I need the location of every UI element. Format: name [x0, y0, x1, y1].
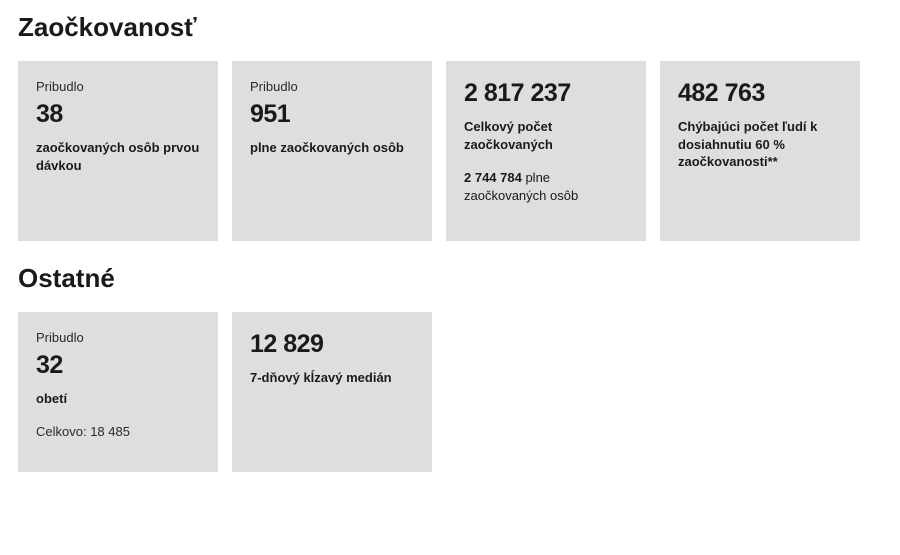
card-value: 38 [36, 100, 200, 129]
card-7day-median: 12 829 7-dňový kĺzavý medián [232, 312, 432, 472]
card-deaths: Pribudlo 32 obetí Celkovo: 18 485 [18, 312, 218, 472]
card-label: obetí [36, 390, 200, 408]
section-title-vaccination: Zaočkovanosť [18, 12, 882, 43]
card-value: 12 829 [250, 330, 414, 359]
card-label: Celkový počet zaočkovaných [464, 118, 628, 153]
vaccination-cards-row: Pribudlo 38 zaočkovaných osôb prvou dávk… [18, 61, 882, 241]
card-label: plne zaočkovaných osôb [250, 139, 414, 157]
card-value: 32 [36, 351, 200, 380]
card-remaining-to-60: 482 763 Chýbajúci počet ľudí k dosiahnut… [660, 61, 860, 241]
card-label: Chýbajúci počet ľudí k dosiahnutiu 60 % … [678, 118, 842, 171]
card-prefix: Pribudlo [250, 79, 414, 94]
card-total-prefix: Celkovo: [36, 424, 90, 439]
card-prefix: Pribudlo [36, 330, 200, 345]
card-label: 7-dňový kĺzavý medián [250, 369, 414, 387]
card-value: 951 [250, 100, 414, 129]
section-title-other: Ostatné [18, 263, 882, 294]
card-first-dose: Pribudlo 38 zaočkovaných osôb prvou dávk… [18, 61, 218, 241]
card-prefix: Pribudlo [36, 79, 200, 94]
card-total-vaccinated: 2 817 237 Celkový počet zaočkovaných 2 7… [446, 61, 646, 241]
card-sub-value: 2 744 784 [464, 170, 522, 185]
card-value: 2 817 237 [464, 79, 628, 108]
card-subtext: 2 744 784 plne zaočkovaných osôb [464, 169, 628, 204]
card-total-value: 18 485 [90, 424, 130, 439]
other-cards-row: Pribudlo 32 obetí Celkovo: 18 485 12 829… [18, 312, 882, 472]
card-fully-vaccinated-new: Pribudlo 951 plne zaočkovaných osôb [232, 61, 432, 241]
card-total: Celkovo: 18 485 [36, 424, 200, 439]
card-label: zaočkovaných osôb prvou dávkou [36, 139, 200, 174]
card-value: 482 763 [678, 79, 842, 108]
